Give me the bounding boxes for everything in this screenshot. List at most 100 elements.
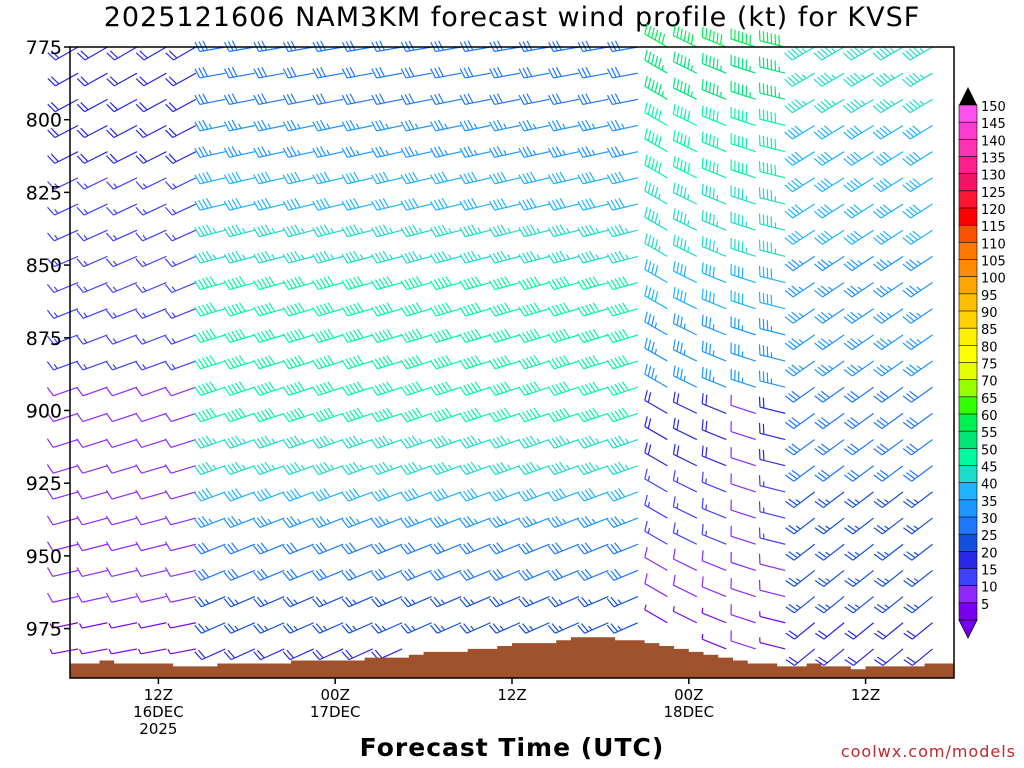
- wind-barb: [518, 355, 550, 370]
- wind-barb: [164, 567, 197, 578]
- colorbar-label: 5: [981, 598, 989, 613]
- wind-barb: [223, 250, 255, 264]
- wind-barb: [730, 211, 756, 231]
- wind-barb: [518, 542, 550, 555]
- y-tick-label: 950: [26, 546, 62, 568]
- wind-barb: [518, 171, 550, 185]
- wind-barb: [873, 491, 904, 509]
- wind-barb: [784, 229, 815, 245]
- wind-barb: [701, 210, 727, 231]
- wind-barb: [488, 146, 521, 158]
- wind-barb: [135, 567, 167, 578]
- wind-barb: [814, 255, 845, 272]
- wind-barb: [813, 72, 845, 87]
- wind-barb: [370, 435, 403, 449]
- colorbar-label: 135: [981, 152, 1006, 167]
- wind-barb: [518, 146, 550, 158]
- wind-barb: [400, 276, 432, 291]
- wind-barb: [548, 40, 580, 53]
- wind-barb: [902, 203, 933, 219]
- wind-barb: [784, 177, 815, 193]
- wind-barb: [672, 496, 698, 519]
- x-tick-label: 12Z: [851, 686, 880, 704]
- wind-barb: [488, 250, 521, 264]
- wind-barb: [400, 302, 432, 317]
- colorbar-label: 95: [981, 289, 998, 304]
- colorbar-label: 65: [981, 392, 998, 407]
- wind-barb: [341, 66, 373, 79]
- wind-barb: [644, 520, 668, 545]
- wind-barb: [785, 569, 816, 588]
- colorbar-swatch: [958, 533, 978, 553]
- wind-barb: [814, 517, 845, 535]
- wind-barb: [730, 368, 756, 388]
- wind-barb: [105, 515, 138, 526]
- wind-barb: [164, 229, 197, 242]
- wind-barb: [730, 630, 756, 650]
- wind-barb: [253, 435, 285, 449]
- wind-barb: [371, 93, 403, 105]
- wind-barb: [76, 567, 108, 578]
- wind-barb: [341, 648, 373, 661]
- wind-barb: [672, 182, 698, 205]
- wind-barb: [843, 360, 874, 377]
- wind-barb: [701, 79, 727, 100]
- y-tick-label: 850: [26, 255, 62, 277]
- wind-barb: [223, 355, 255, 370]
- wind-barb: [341, 224, 373, 238]
- wind-barb: [429, 461, 462, 476]
- wind-barb: [784, 151, 815, 166]
- wind-barb: [701, 314, 727, 336]
- wind-barb: [76, 360, 108, 371]
- wind-barb: [844, 622, 874, 640]
- wind-barb: [701, 471, 727, 493]
- wind-barb: [606, 198, 639, 211]
- wind-barb: [606, 515, 639, 529]
- wind-barb: [644, 259, 668, 284]
- wind-barb: [547, 119, 580, 132]
- wind-barb: [872, 72, 904, 87]
- wind-barb: [105, 281, 138, 294]
- wind-barb: [873, 308, 904, 324]
- wind-barb: [518, 461, 550, 476]
- x-tick-label: 17DEC: [310, 703, 361, 721]
- wind-barb: [49, 622, 79, 629]
- wind-barb: [370, 407, 403, 423]
- wind-barb: [371, 198, 403, 211]
- wind-barb: [400, 568, 432, 581]
- wind-barb: [76, 46, 108, 61]
- wind-barb: [400, 328, 432, 343]
- wind-barb: [644, 468, 668, 493]
- colorbar-label: 50: [981, 443, 998, 458]
- wind-barb: [577, 355, 609, 370]
- wind-barb: [730, 133, 756, 153]
- wind-barb: [730, 264, 756, 284]
- wind-barb: [843, 98, 874, 114]
- wind-barb: [644, 180, 668, 205]
- wind-barb: [784, 72, 815, 87]
- wind-barb: [341, 488, 373, 502]
- wind-barb: [813, 46, 845, 61]
- wind-barb: [672, 574, 698, 598]
- wind-barb: [135, 412, 167, 423]
- wind-barb: [312, 146, 344, 158]
- wind-barb: [606, 328, 639, 343]
- wind-barb: [47, 98, 79, 113]
- wind-barb: [577, 381, 609, 396]
- wind-barb: [730, 237, 756, 257]
- wind-barb: [577, 328, 609, 343]
- wind-barb: [429, 381, 462, 396]
- wind-barb: [400, 224, 432, 238]
- wind-barb: [370, 355, 403, 370]
- wind-barb: [400, 119, 432, 132]
- wind-barb: [758, 553, 786, 571]
- wind-barb: [135, 386, 167, 397]
- wind-barb: [843, 308, 874, 324]
- wind-barb: [430, 93, 462, 105]
- wind-barb: [672, 129, 698, 153]
- wind-barb: [701, 524, 727, 545]
- wind-barb: [135, 592, 167, 603]
- wind-barb: [672, 522, 698, 545]
- colorbar-swatch: [958, 327, 978, 347]
